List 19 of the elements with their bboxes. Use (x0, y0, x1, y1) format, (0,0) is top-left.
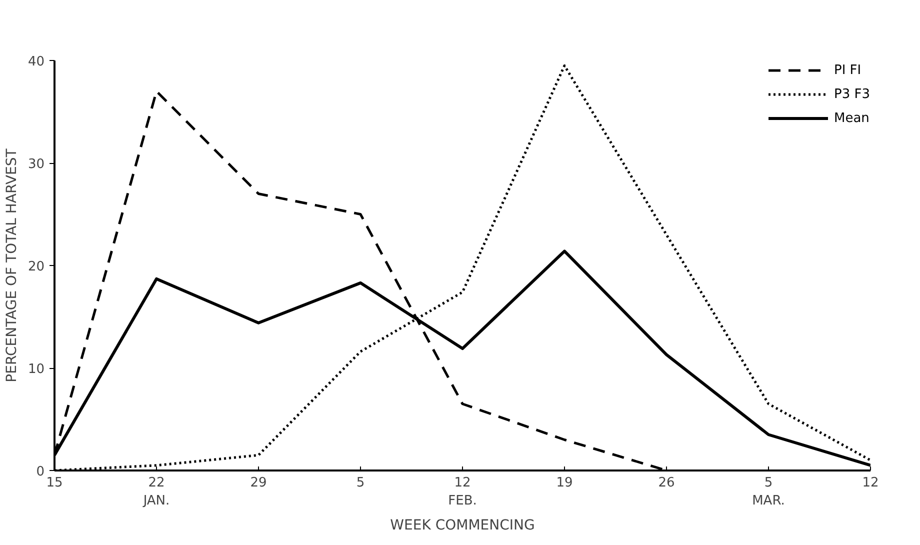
legend-label: PI FI (834, 62, 862, 78)
x-tick-label: 5 MAR. (752, 476, 785, 508)
x-tick-label: 12 FEB. (448, 476, 477, 508)
x-tick-label: 12 (862, 476, 879, 490)
y-tick-label: 20 (28, 260, 45, 274)
x-tick-label: 22 JAN. (142, 476, 170, 508)
x-tick-label: 26 (658, 476, 675, 490)
y-tick-label: 40 (28, 54, 45, 70)
legend-label: P3 F3 (834, 86, 870, 102)
x-tick-label: 19 (556, 476, 573, 490)
x-tick-label: 29 (250, 476, 267, 490)
y-tick-label: 30 (28, 157, 45, 172)
x-tick-label: 15 (46, 476, 63, 490)
y-tick-label: 10 (28, 362, 45, 377)
legend-label: Mean (834, 110, 870, 126)
y-tick-label: 0 (36, 464, 45, 480)
y-axis-title: PERCENTAGE OF TOTAL HARVEST (4, 148, 20, 382)
x-axis-title: WEEK COMMENCING (390, 518, 535, 534)
x-tick-label: 5 (356, 476, 365, 490)
